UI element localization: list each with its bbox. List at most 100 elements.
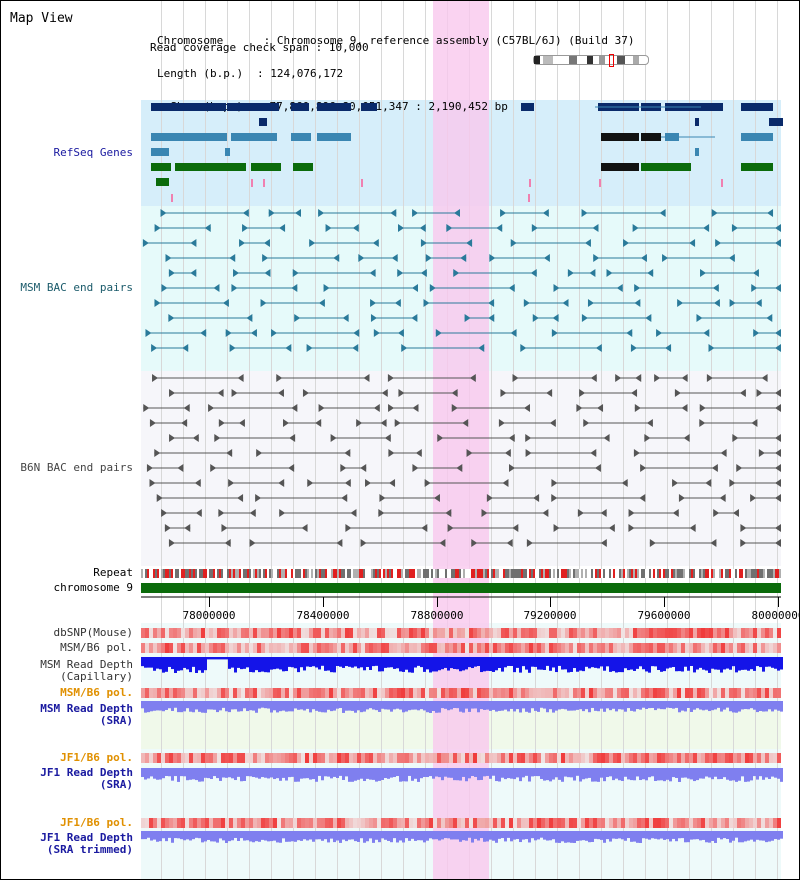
msm-bac-pair-arrow — [523, 299, 530, 307]
read-depth-bar — [780, 768, 783, 782]
read-depth-bar — [690, 768, 693, 780]
read-depth-bar — [735, 831, 738, 838]
read-depth-bar — [750, 657, 753, 670]
repeat-segment — [433, 569, 435, 578]
read-depth-bar — [477, 701, 480, 713]
b6n-bac-pair-arrow — [533, 494, 540, 502]
chromosome-ideogram[interactable] — [529, 54, 655, 67]
read-depth-bar — [597, 701, 600, 712]
read-depth-bar — [414, 701, 417, 710]
polymorphism-heat-segment — [697, 818, 701, 828]
b6n-bac-pair-arrow — [469, 374, 476, 382]
read-depth-bar — [711, 768, 714, 780]
polymorphism-heat-segment — [165, 643, 169, 653]
repeat-segment — [475, 569, 477, 578]
read-depth-bar — [411, 701, 414, 710]
polymorphism-heat-segment — [769, 643, 773, 653]
read-depth-bar — [678, 831, 681, 839]
polymorphism-heat-segment — [665, 643, 669, 653]
b6n-bac-pair-arrow — [146, 464, 153, 472]
repeat-segment — [705, 569, 707, 578]
polymorphism-heat-segment — [525, 628, 529, 638]
read-depth-bar — [498, 831, 501, 839]
read-depth-bar — [774, 768, 777, 778]
b6n-bac-pair-arrow — [504, 449, 511, 457]
read-depth-bar — [192, 657, 195, 667]
read-depth-bar — [747, 701, 750, 710]
polymorphism-heat-segment — [425, 628, 429, 638]
polymorphism-heat-segment — [561, 688, 565, 698]
read-depth-bar — [654, 831, 657, 839]
refseq-exon-dark — [601, 163, 639, 171]
read-depth-bar — [573, 701, 576, 711]
read-depth-bar — [489, 831, 492, 840]
read-depth-bar — [687, 768, 690, 779]
read-depth-bar — [387, 701, 390, 710]
read-depth-bar — [609, 768, 612, 777]
read-depth-bar — [777, 657, 780, 671]
read-depth-bar — [432, 657, 435, 672]
polymorphism-heat-segment — [293, 818, 297, 828]
repeat-segment — [575, 569, 577, 578]
repeat-segment — [319, 569, 321, 578]
msm-bac-pair-arrow — [419, 224, 426, 232]
polymorphism-heat-segment — [221, 688, 225, 698]
refseq-gene-block — [231, 133, 277, 141]
polymorphism-heat-segment — [361, 688, 365, 698]
read-depth-bar — [522, 831, 525, 840]
polymorphism-heat-segment — [665, 688, 669, 698]
read-depth-bar — [327, 701, 330, 710]
read-depth-bar — [717, 831, 720, 838]
msm-bac-pair-arrow — [626, 329, 633, 337]
msm-bac-pair-arrow — [370, 299, 377, 307]
msm-bac-pair-arrow — [309, 239, 316, 247]
repeat-segment — [171, 569, 173, 578]
polymorphism-heat-segment — [657, 688, 661, 698]
msm-bac-pair-arrow — [460, 254, 467, 262]
repeat-segment — [463, 569, 465, 578]
polymorphism-heat-segment — [477, 818, 481, 828]
b6n-bac-pair-arrow — [237, 374, 244, 382]
read-depth-bar — [507, 831, 510, 838]
read-depth-bar — [666, 768, 669, 780]
read-depth-bar — [663, 768, 666, 782]
polymorphism-heat-segment — [501, 628, 505, 638]
polymorphism-heat-segment — [509, 818, 513, 828]
read-depth-bar — [174, 701, 177, 708]
read-depth-bar — [165, 657, 168, 672]
repeat-segment — [325, 569, 327, 578]
dbsnp-label: dbSNP(Mouse) — [53, 626, 133, 639]
repeat-segment — [699, 569, 701, 578]
repeat-segment — [593, 569, 595, 578]
axis-tick-label: 79600000 — [637, 609, 691, 622]
read-depth-bar — [516, 701, 519, 710]
polymorphism-heat-segment — [709, 688, 713, 698]
polymorphism-heat-segment — [185, 643, 189, 653]
b6n-bac-pair-arrow — [387, 374, 394, 382]
repeat-segment — [657, 569, 659, 578]
b6n-bac-pair-arrow — [439, 539, 446, 547]
polymorphism-heat-segment — [389, 628, 393, 638]
repeat-segment — [763, 569, 765, 578]
msm-bac-pair-arrow — [165, 254, 172, 262]
read-depth-bar — [732, 768, 735, 781]
read-depth-bar — [426, 701, 429, 713]
read-depth-bar — [408, 768, 411, 776]
read-depth-bar — [693, 768, 696, 782]
read-depth-bar — [645, 657, 648, 672]
polymorphism-heat-segment — [765, 688, 769, 698]
axis-tick-mark — [778, 597, 779, 607]
msm-bac-pair-arrow — [291, 284, 298, 292]
msm-bac-pair-arrow — [398, 224, 405, 232]
polymorphism-heat-segment — [377, 818, 381, 828]
polymorphism-heat-segment — [141, 818, 145, 828]
polymorphism-heat-segment — [237, 643, 241, 653]
polymorphism-heat-segment — [705, 818, 709, 828]
read-depth-bar — [765, 701, 768, 712]
selected-region-highlight[interactable] — [433, 1, 489, 879]
read-depth-bar — [267, 701, 270, 709]
read-depth-bar — [393, 701, 396, 710]
read-depth-bar — [300, 831, 303, 841]
polymorphism-heat-segment — [321, 688, 325, 698]
